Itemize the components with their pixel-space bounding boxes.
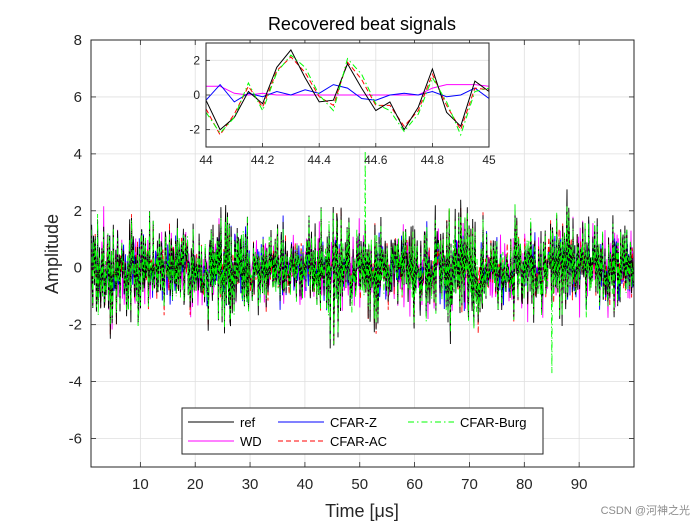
x-tick-label: 70 bbox=[461, 476, 478, 493]
inset-series-line-cfar-ac bbox=[206, 56, 489, 136]
x-tick-label: 40 bbox=[297, 476, 314, 493]
y-tick-label: 6 bbox=[74, 89, 82, 106]
inset-series-line-cfar-burg bbox=[206, 54, 489, 137]
x-tick-label: 20 bbox=[187, 476, 204, 493]
legend-label-cfar-z: CFAR-Z bbox=[330, 415, 377, 430]
inset-y-tick-label: 2 bbox=[193, 53, 200, 67]
inset-y-tick-label: 0 bbox=[193, 88, 200, 102]
y-tick-label: -6 bbox=[69, 431, 82, 448]
x-tick-label: 60 bbox=[406, 476, 423, 493]
inset-x-tick-label: 45 bbox=[482, 153, 496, 167]
watermark: CSDN @河神之光 bbox=[601, 503, 690, 517]
y-tick-label: 2 bbox=[74, 203, 82, 220]
inset-series-line-ref bbox=[206, 48, 489, 131]
inset-x-tick-label: 44 bbox=[199, 153, 213, 167]
y-tick-label: -4 bbox=[69, 374, 82, 391]
x-tick-label: 30 bbox=[242, 476, 259, 493]
chart-title: Recovered beat signals bbox=[268, 14, 456, 34]
y-axis-label: Amplitude bbox=[42, 214, 62, 294]
y-tick-label: 4 bbox=[74, 146, 82, 163]
inset-x-tick-label: 44.2 bbox=[251, 153, 275, 167]
x-tick-label: 80 bbox=[516, 476, 533, 493]
inset-series-line-cfar-z bbox=[206, 83, 489, 103]
x-axis-label: Time [μs] bbox=[325, 501, 399, 521]
y-tick-label: -2 bbox=[69, 317, 82, 334]
legend-box bbox=[181, 407, 544, 455]
inset-y-tick-label: -2 bbox=[189, 123, 200, 137]
x-tick-label: 10 bbox=[132, 476, 149, 493]
x-tick-label: 90 bbox=[571, 476, 588, 493]
legend-label-ref: ref bbox=[240, 415, 256, 430]
y-tick-label: 0 bbox=[74, 260, 82, 277]
inset-plot-area bbox=[206, 48, 489, 137]
inset-x-tick-label: 44.4 bbox=[308, 153, 332, 167]
x-tick-label: 50 bbox=[351, 476, 368, 493]
legend-label-wd: WD bbox=[240, 434, 262, 449]
main-axes-box bbox=[90, 39, 635, 468]
legend-label-cfar-burg: CFAR-Burg bbox=[460, 415, 526, 430]
inset-x-tick-label: 44.6 bbox=[364, 153, 388, 167]
main-plot-area bbox=[91, 150, 634, 374]
inset-x-tick-label: 44.8 bbox=[421, 153, 445, 167]
y-tick-label: 8 bbox=[74, 32, 82, 49]
inset-ticks: 44 44.2 44.4 44.6 44.8 45 -2 0 2 bbox=[189, 53, 496, 167]
legend: ref CFAR-Z CFAR-Burg WD CFAR-AC bbox=[181, 407, 544, 455]
series-line-cfar-burg bbox=[91, 150, 634, 374]
legend-label-cfar-ac: CFAR-AC bbox=[330, 434, 387, 449]
